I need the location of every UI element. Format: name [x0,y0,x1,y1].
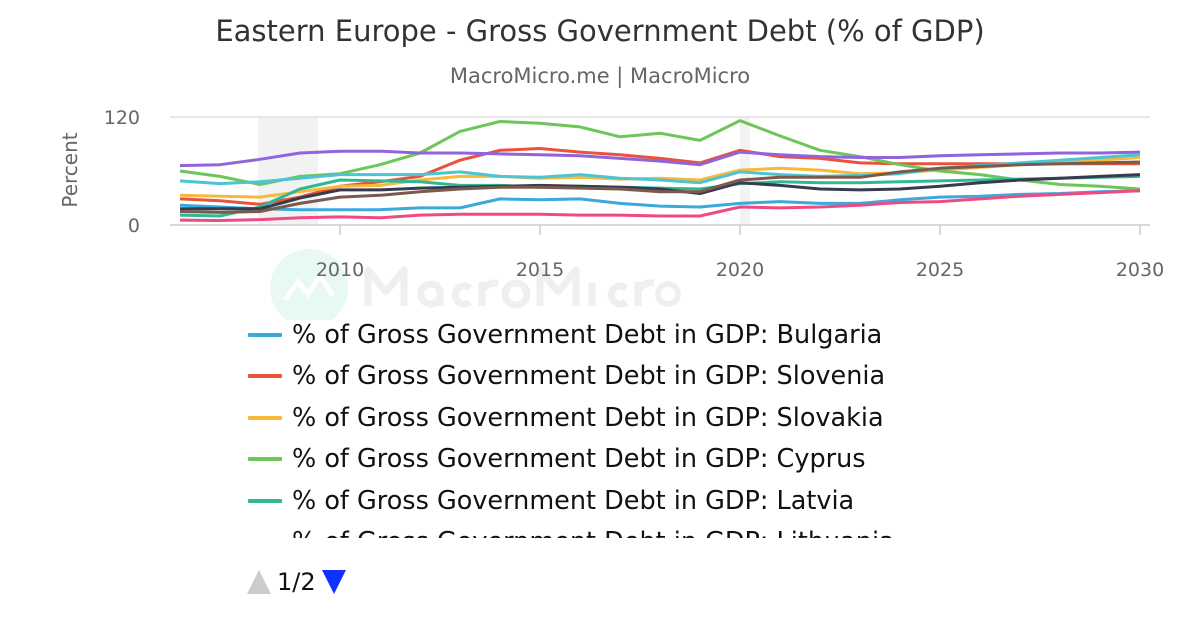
series-line [179,189,1141,212]
legend-label: % of Gross Government Debt in GDP: Bulga… [292,319,883,350]
legend-item[interactable]: % of Gross Government Debt in GDP: Latvi… [246,480,1006,522]
x-tick-label: 2015 [516,259,564,281]
watermark-logo [270,249,681,320]
legend: % of Gross Government Debt in GDP: Bulga… [246,314,1006,538]
y-tick-label: 120 [104,107,140,129]
legend-swatch [248,374,282,379]
legend-item[interactable]: % of Gross Government Debt in GDP: Cypru… [246,439,1006,481]
legend-item[interactable]: % of Gross Government Debt in GDP: Lithu… [246,522,1006,538]
line-chart: Percent 0 120 2010 2015 2020 2025 2030 [58,107,1164,320]
legend-item[interactable]: % of Gross Government Debt in GDP: Bulga… [246,314,1006,356]
triangle-up-icon[interactable] [247,570,271,594]
x-tick-label: 2030 [1116,259,1164,281]
legend-swatch [248,415,282,420]
series-line [179,189,1141,222]
legend-pager: 1/2 [247,568,346,596]
series-line [180,173,1141,211]
x-tick-label: 2010 [316,259,364,281]
chart-title: Eastern Europe - Gross Government Debt (… [215,14,985,48]
chart-subtitle: MacroMicro.me | MacroMicro [449,64,751,88]
legend-page-indicator: 1/2 [277,568,316,596]
legend-swatch [248,457,282,462]
watermark-lettering [364,266,681,309]
y-axis-label: Percent [58,132,82,207]
legend-item[interactable]: % of Gross Government Debt in GDP: Slove… [246,356,1006,398]
y-tick-label: 0 [128,215,140,237]
legend-swatch [248,498,282,503]
legend-swatch [248,332,282,337]
legend-item[interactable]: % of Gross Government Debt in GDP: Slova… [246,397,1006,439]
x-tick-label: 2025 [916,259,964,281]
legend-label: % of Gross Government Debt in GDP: Latvi… [292,485,855,516]
x-tick-label: 2020 [716,259,764,281]
series-line [179,149,1141,168]
legend-label: % of Gross Government Debt in GDP: Cypru… [292,444,866,475]
legend-label: % of Gross Government Debt in GDP: Lithu… [292,527,895,538]
legend-label: % of Gross Government Debt in GDP: Slova… [292,402,884,433]
series-line [179,160,1141,214]
legend-label: % of Gross Government Debt in GDP: Slove… [292,361,886,392]
triangle-down-icon[interactable] [321,570,346,594]
